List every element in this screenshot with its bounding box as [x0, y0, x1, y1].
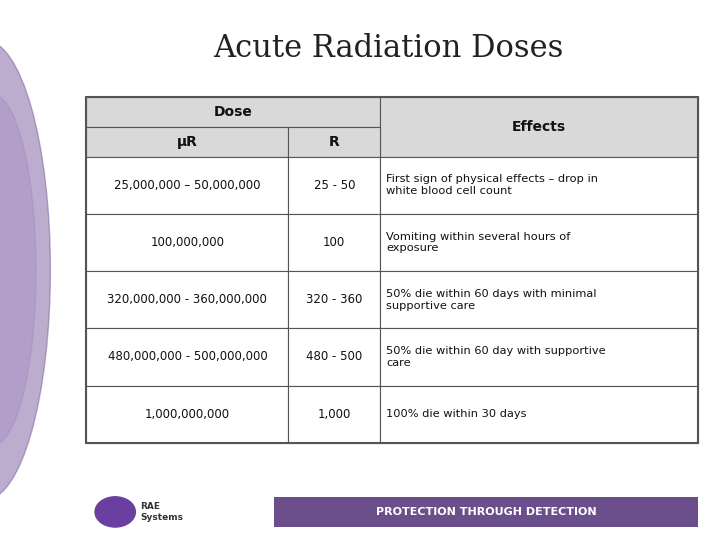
Text: 50% die within 60 day with supportive: 50% die within 60 day with supportive — [386, 346, 606, 356]
Text: 100% die within 30 days: 100% die within 30 days — [386, 409, 526, 419]
Text: 100,000,000: 100,000,000 — [150, 236, 225, 249]
Text: 25 - 50: 25 - 50 — [313, 179, 355, 192]
Text: 16: 16 — [683, 512, 698, 525]
Text: Vomiting within several hours of: Vomiting within several hours of — [386, 232, 570, 241]
Text: R: R — [329, 135, 340, 148]
Text: Acute Radiation Doses: Acute Radiation Doses — [214, 33, 564, 64]
Text: 1,000: 1,000 — [318, 408, 351, 421]
Text: Dose: Dose — [214, 105, 253, 119]
Text: supportive care: supportive care — [386, 301, 475, 310]
Text: white blood cell count: white blood cell count — [386, 186, 512, 196]
Text: 25,000,000 – 50,000,000: 25,000,000 – 50,000,000 — [114, 179, 261, 192]
Text: care: care — [386, 358, 410, 368]
Text: 50% die within 60 days with minimal: 50% die within 60 days with minimal — [386, 289, 596, 299]
Text: 320 - 360: 320 - 360 — [306, 293, 362, 306]
Text: exposure: exposure — [386, 244, 438, 253]
Text: PROTECTION THROUGH DETECTION: PROTECTION THROUGH DETECTION — [376, 507, 596, 517]
Text: μR: μR — [177, 135, 198, 148]
Text: 320,000,000 - 360,000,000: 320,000,000 - 360,000,000 — [107, 293, 267, 306]
Text: 100: 100 — [323, 236, 346, 249]
Text: 480 - 500: 480 - 500 — [306, 350, 362, 363]
Text: First sign of physical effects – drop in: First sign of physical effects – drop in — [386, 174, 598, 184]
Text: Effects: Effects — [512, 120, 567, 134]
Text: 1,000,000,000: 1,000,000,000 — [145, 408, 230, 421]
Text: RAE
Systems: RAE Systems — [140, 502, 184, 522]
Text: 480,000,000 - 500,000,000: 480,000,000 - 500,000,000 — [107, 350, 267, 363]
